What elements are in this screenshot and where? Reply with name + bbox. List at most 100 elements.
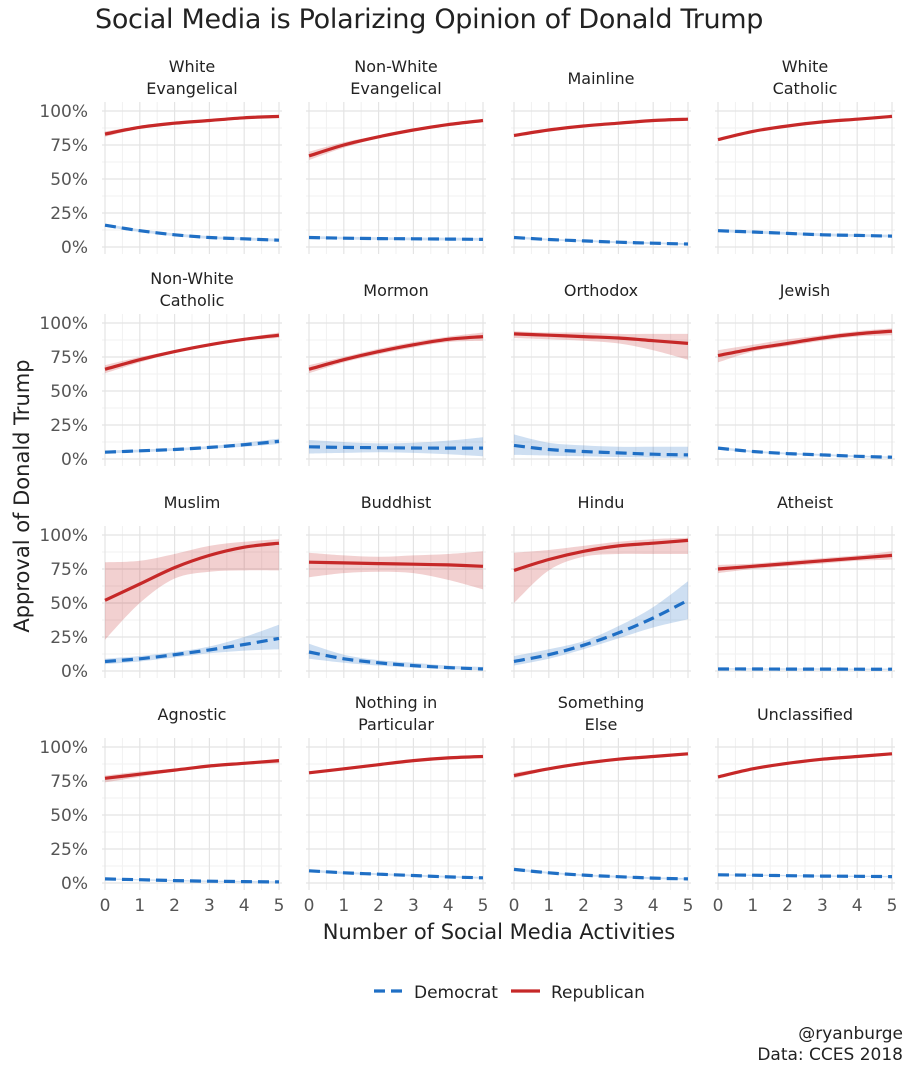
panel-title: Mainline [567, 69, 634, 88]
democrat-line [104, 636, 280, 664]
republican-line [104, 541, 280, 602]
democrat-line [513, 235, 689, 246]
democrat-line [308, 650, 484, 671]
y-tick-label: 100% [39, 738, 88, 758]
democrat-line [104, 223, 280, 242]
panel-title: Buddhist [361, 493, 432, 512]
x-tick-label: 0 [713, 896, 724, 916]
x-tick-label: 4 [852, 896, 863, 916]
facet-panel: Muslim 0% 25% 50% 75% 100% [39, 493, 282, 682]
facet-panel: Nothing in Particular 0 1 2 3 4 5 [304, 693, 489, 916]
x-tick-label: 1 [747, 896, 758, 916]
democrat-ribbon [105, 223, 279, 242]
panel-title: Atheist [777, 493, 833, 512]
panel-title: Unclassified [757, 705, 853, 724]
y-tick-label: 0% [61, 662, 88, 682]
democrat-ribbon [718, 446, 892, 458]
y-tick-label: 100% [39, 526, 88, 546]
democrat-line [104, 877, 280, 884]
facet-panel: Non-White Evangelical [306, 57, 486, 254]
caption-handle: @ryanburge [798, 1024, 903, 1044]
republican-ribbon [309, 551, 483, 590]
x-tick-label: 0 [509, 896, 520, 916]
facet-panel: White Catholic [715, 57, 895, 254]
republican-line [104, 333, 280, 371]
republican-line [513, 117, 689, 138]
facet-panel: Atheist [715, 493, 895, 678]
x-tick-label: 3 [613, 896, 624, 916]
y-tick-label: 50% [50, 382, 88, 402]
facet-panel: Mainline [511, 69, 691, 254]
chart-caption: @ryanburge Data: CCES 2018 [757, 1024, 903, 1066]
panel-title: Catholic [773, 79, 838, 98]
facet-panel: Buddhist [306, 493, 486, 678]
democrat-ribbon [514, 236, 688, 245]
democrat-line [308, 235, 484, 241]
x-tick-label: 3 [204, 896, 215, 916]
legend-republican-label: Republican [551, 983, 645, 1003]
republican-ribbon [309, 332, 483, 374]
facet-panel: Jewish [715, 281, 895, 466]
y-tick-label: 50% [50, 170, 88, 190]
facet-panel: Unclassified 0 1 2 3 4 5 [713, 705, 898, 916]
democrat-line [104, 439, 280, 454]
republican-ribbon [514, 537, 688, 603]
panel-title: Evangelical [146, 79, 237, 98]
y-tick-label: 75% [50, 772, 88, 792]
x-tick-label: 0 [100, 896, 111, 916]
democrat-line [513, 867, 689, 881]
panel-title: Orthodox [564, 281, 638, 300]
republican-line [513, 752, 689, 778]
panel-title: Something [558, 693, 645, 712]
democrat-line [717, 229, 893, 238]
republican-ribbon [514, 331, 688, 360]
chart-title: Social Media is Polarizing Opinion of Do… [95, 4, 764, 35]
y-tick-label: 100% [39, 314, 88, 334]
democrat-line [308, 869, 484, 880]
panel-title: Evangelical [350, 79, 441, 98]
x-tick-label: 5 [887, 896, 898, 916]
y-tick-label: 25% [50, 628, 88, 648]
y-tick-label: 25% [50, 840, 88, 860]
panel-title: Non-White [354, 57, 438, 76]
panel-title: Agnostic [158, 705, 227, 724]
democrat-line [513, 443, 689, 457]
y-tick-label: 50% [50, 594, 88, 614]
x-tick-label: 3 [408, 896, 419, 916]
panel-title: Hindu [578, 493, 625, 512]
y-tick-label: 25% [50, 416, 88, 436]
facet-panel: White Evangelical 0% 25% 50% 75% 100% [39, 57, 282, 258]
panel-title: Mormon [363, 281, 428, 300]
x-tick-label: 2 [169, 896, 180, 916]
facet-panel: Agnostic 0% 25% 50% 75% 100% 0 1 2 3 4 5 [39, 705, 284, 916]
legend: Democrat Republican [374, 983, 645, 1003]
republican-line [308, 754, 484, 775]
y-tick-label: 75% [50, 136, 88, 156]
x-tick-label: 4 [648, 896, 659, 916]
caption-source: Data: CCES 2018 [757, 1045, 903, 1065]
republican-line [513, 332, 689, 345]
x-tick-label: 0 [304, 896, 315, 916]
x-tick-label: 2 [578, 896, 589, 916]
y-tick-label: 0% [61, 450, 88, 470]
panel-title: Jewish [779, 281, 831, 300]
panel-title: Non-White [150, 269, 234, 288]
y-axis-title: Approval of Donald Trump [10, 359, 34, 632]
facet-panel: Orthodox [511, 281, 691, 466]
y-tick-label: 75% [50, 348, 88, 368]
republican-line [308, 118, 484, 158]
democrat-ribbon [514, 868, 688, 880]
facet-panel: Non-White Catholic 0% 25% 50% 75% 100% [39, 269, 282, 470]
panel-title: Else [585, 715, 618, 734]
republican-line [717, 329, 893, 358]
panel-title: Nothing in [355, 693, 438, 712]
x-tick-label: 2 [782, 896, 793, 916]
panel-title: Catholic [160, 291, 225, 310]
republican-line [308, 560, 484, 568]
republican-line [104, 759, 280, 780]
y-tick-label: 100% [39, 102, 88, 122]
republican-ribbon [105, 539, 279, 640]
panel-title: White [782, 57, 829, 76]
republican-line [717, 752, 893, 779]
panel-title: Particular [358, 715, 434, 734]
